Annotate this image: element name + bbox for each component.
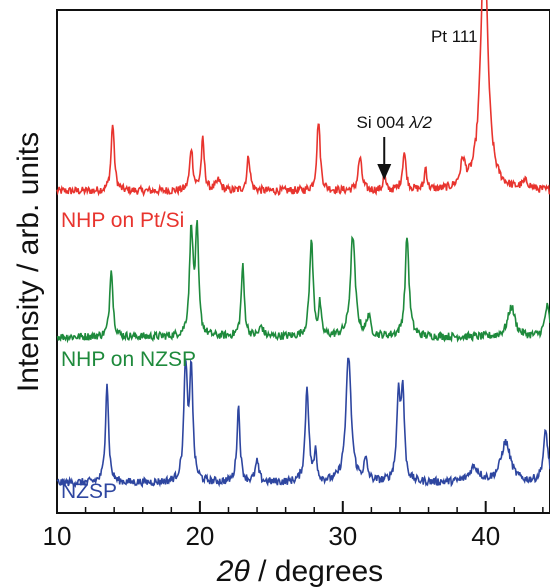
- series-labels: NHP on Pt/Si NHP on NZSP NZSP: [61, 209, 196, 503]
- series-label: NHP on NZSP: [61, 348, 196, 371]
- x-axis-tick-labels: 10 20 30 40: [43, 521, 501, 551]
- series-label: NHP on Pt/Si: [61, 209, 184, 232]
- x-tick-label: 40: [471, 521, 500, 551]
- annotation-si-004: Si 004 λ/2: [356, 113, 432, 132]
- x-tick-label: 30: [328, 521, 357, 551]
- y-axis-label: Intensity / arb. units: [12, 132, 45, 392]
- arrow-head: [377, 164, 392, 180]
- peak-annotations: Pt 111 Si 004 λ/2: [356, 27, 478, 180]
- series-line: [56, 357, 550, 489]
- series-label: NZSP: [61, 480, 117, 503]
- annotation-pt-111: Pt 111: [431, 27, 478, 46]
- x-axis-ticks: [56, 501, 544, 513]
- series-lines: [56, 0, 550, 489]
- plot-frame: [56, 9, 550, 514]
- series-line: [56, 220, 550, 344]
- x-tick-label: 10: [43, 521, 72, 551]
- series-line: [56, 0, 550, 198]
- x-axis-label: 2θ / degrees: [216, 555, 383, 587]
- x-tick-label: 20: [185, 521, 214, 551]
